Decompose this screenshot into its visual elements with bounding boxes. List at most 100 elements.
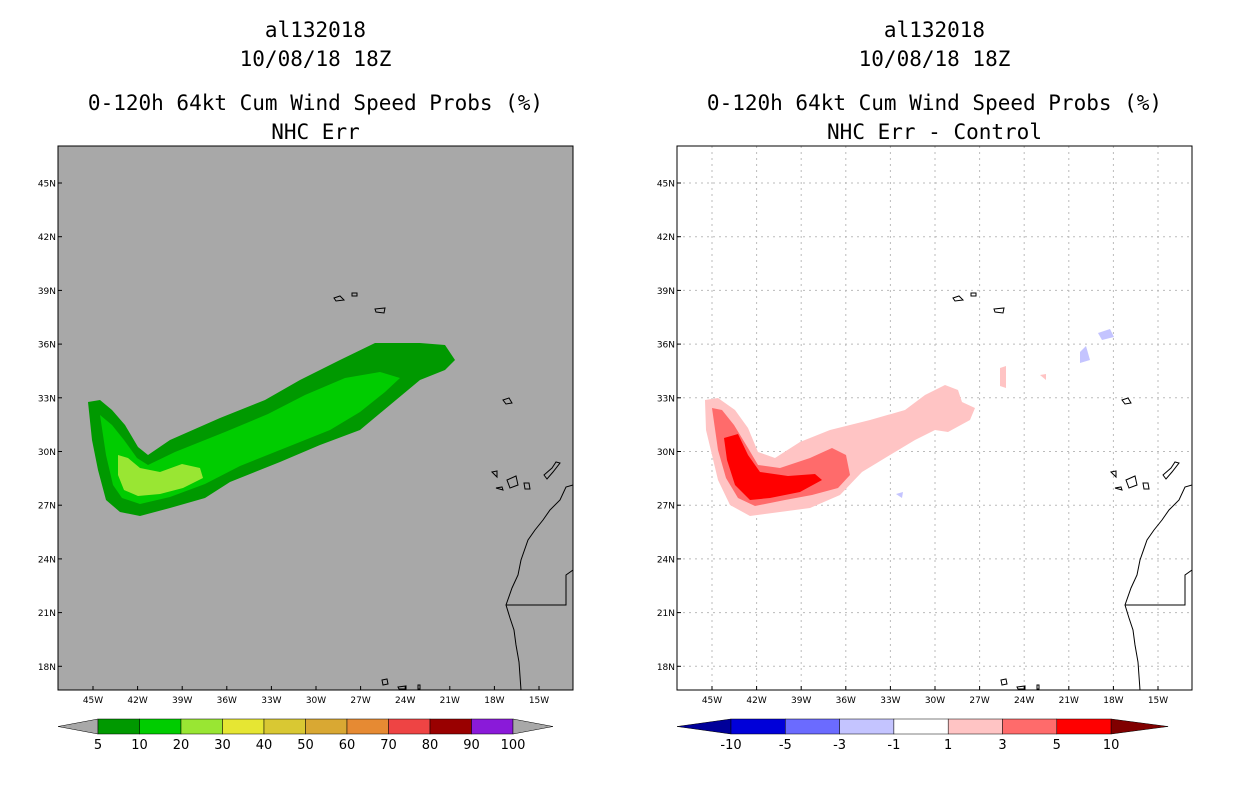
- right-colorbar-low-end: [676, 718, 732, 735]
- left-lon-label: 30W: [306, 696, 326, 706]
- right-product-title: 0-120h 64kt Cum Wind Speed Probs (%): [706, 91, 1163, 115]
- right-lat-label: 36N: [657, 341, 675, 351]
- left-lon-label: 36W: [217, 696, 237, 706]
- left-colorbar-label: 100: [501, 738, 526, 753]
- left-colorbar-label: 50: [297, 738, 314, 753]
- left-lat-label: 24N: [38, 555, 56, 565]
- right-coastlines: [952, 292, 1192, 690]
- right-lon-label: 30W: [925, 696, 945, 706]
- right-lat-label: 21N: [657, 609, 675, 619]
- right-colorbar-swatch: [893, 718, 949, 735]
- right-colorbar-label: 10: [1103, 738, 1120, 753]
- left-product-title: 0-120h 64kt Cum Wind Speed Probs (%): [87, 91, 544, 115]
- right-diff-neg-2: [1080, 346, 1090, 363]
- right-map: 45N 42N 39N 36N 33N 30N 27N 24N 21N 18N 45W 42W 39W…: [657, 145, 1193, 753]
- right-lon-label: 39W: [791, 696, 811, 706]
- left-colorbar-swatch: [388, 718, 431, 735]
- right-colorbar-swatch: [947, 718, 1003, 735]
- left-lat-label: 39N: [38, 287, 56, 297]
- left-lon-label: 39W: [172, 696, 192, 706]
- left-colorbar-label: 90: [463, 738, 480, 753]
- right-colorbar-label: -1: [887, 738, 900, 753]
- left-lat-label: 45N: [38, 180, 56, 190]
- right-lat-label: 24N: [657, 555, 675, 565]
- left-colorbar-swatch: [222, 718, 265, 735]
- right-colorbar-high-end: [1110, 718, 1169, 735]
- left-colorbar-label: 5: [94, 738, 102, 753]
- left-subtitle: NHC Err: [271, 120, 360, 144]
- left-lat-label: 36N: [38, 341, 56, 351]
- right-diff-5to10: [724, 434, 822, 500]
- left-lon-label: 24W: [395, 696, 415, 706]
- right-lon-label: 42W: [746, 696, 766, 706]
- left-lat-label: 21N: [38, 609, 56, 619]
- right-lat-labels: 45N 42N 39N 36N 33N 30N 27N 24N 21N 18N: [657, 180, 681, 673]
- left-lon-label: 45W: [83, 696, 103, 706]
- right-diff-neg-1: [1098, 329, 1114, 340]
- left-colorbar-label: 30: [214, 738, 231, 753]
- right-diff-small-1: [1000, 366, 1006, 388]
- left-colorbar: 5 10 20 30 40 50 60 70 80 90 100: [57, 718, 554, 753]
- left-colorbar-label: 20: [173, 738, 190, 753]
- right-storm-id: al132018: [883, 18, 986, 42]
- left-colorbar-swatch: [346, 718, 389, 735]
- right-colorbar-label: 5: [1053, 738, 1061, 753]
- right-lon-label: 24W: [1014, 696, 1034, 706]
- right-colorbar-swatch: [730, 718, 786, 735]
- left-colorbar-high-end: [512, 718, 554, 735]
- right-lon-labels: 45W 42W 39W 36W 33W 30W 27W 24W 21W 18W 15W: [702, 686, 1168, 706]
- left-colorbar-label: 70: [380, 738, 397, 753]
- right-colorbar: -10 -5 -3 -1 1 3 5 10: [676, 718, 1169, 753]
- right-colorbar-label: -3: [833, 738, 846, 753]
- right-lat-label: 33N: [657, 394, 675, 404]
- left-colorbar-label: 10: [131, 738, 148, 753]
- right-colorbar-swatch: [1002, 718, 1058, 735]
- left-colorbar-label: 80: [422, 738, 439, 753]
- left-swath-20: [118, 455, 203, 496]
- left-lon-label: 21W: [440, 696, 460, 706]
- right-colorbar-label: -5: [779, 738, 792, 753]
- left-lon-label: 33W: [261, 696, 281, 706]
- left-colorbar-swatch: [180, 718, 223, 735]
- left-lat-label: 27N: [38, 502, 56, 512]
- right-lon-label: 33W: [880, 696, 900, 706]
- right-colorbar-swatch: [839, 718, 895, 735]
- right-lat-label: 18N: [657, 663, 675, 673]
- left-lon-label: 27W: [350, 696, 370, 706]
- left-lon-labels: 45W 42W 39W 36W 33W 30W 27W 24W 21W 18W 15W: [83, 686, 549, 706]
- left-map: 45N 42N 39N 36N 33N 30N 27N 24N 21N 18N 45W 42W 39W…: [38, 145, 574, 753]
- right-diff-neg-3: [896, 492, 903, 498]
- right-lon-label: 15W: [1148, 696, 1168, 706]
- left-colorbar-low-end: [57, 718, 99, 735]
- right-colorbar-label: 3: [998, 738, 1006, 753]
- right-lat-label: 30N: [657, 448, 675, 458]
- right-lon-label: 45W: [702, 696, 722, 706]
- left-lon-label: 42W: [127, 696, 147, 706]
- left-colorbar-swatch: [139, 718, 182, 735]
- left-datetime: 10/08/18 18Z: [239, 47, 392, 71]
- right-subtitle: NHC Err - Control: [827, 120, 1042, 144]
- right-lat-label: 27N: [657, 502, 675, 512]
- right-colorbar-swatch: [785, 718, 840, 735]
- left-lat-label: 18N: [38, 663, 56, 673]
- right-datetime: 10/08/18 18Z: [858, 47, 1011, 71]
- left-colorbar-label: 40: [256, 738, 273, 753]
- right-lon-label: 27W: [969, 696, 989, 706]
- left-colorbar-swatch: [429, 718, 472, 735]
- left-lat-label: 42N: [38, 233, 56, 243]
- right-lon-label: 36W: [836, 696, 856, 706]
- left-colorbar-label: 60: [339, 738, 356, 753]
- right-lat-label: 39N: [657, 287, 675, 297]
- left-colorbar-swatch: [305, 718, 348, 735]
- left-storm-id: al132018: [264, 18, 367, 42]
- right-lat-label: 45N: [657, 180, 675, 190]
- right-lat-label: 42N: [657, 233, 675, 243]
- left-lat-label: 33N: [38, 394, 56, 404]
- right-lon-label: 21W: [1059, 696, 1079, 706]
- left-colorbar-swatch: [471, 718, 514, 735]
- left-lon-label: 15W: [529, 696, 549, 706]
- left-colorbar-swatch: [97, 718, 140, 735]
- left-lon-label: 18W: [484, 696, 504, 706]
- left-coastlines: [333, 292, 573, 690]
